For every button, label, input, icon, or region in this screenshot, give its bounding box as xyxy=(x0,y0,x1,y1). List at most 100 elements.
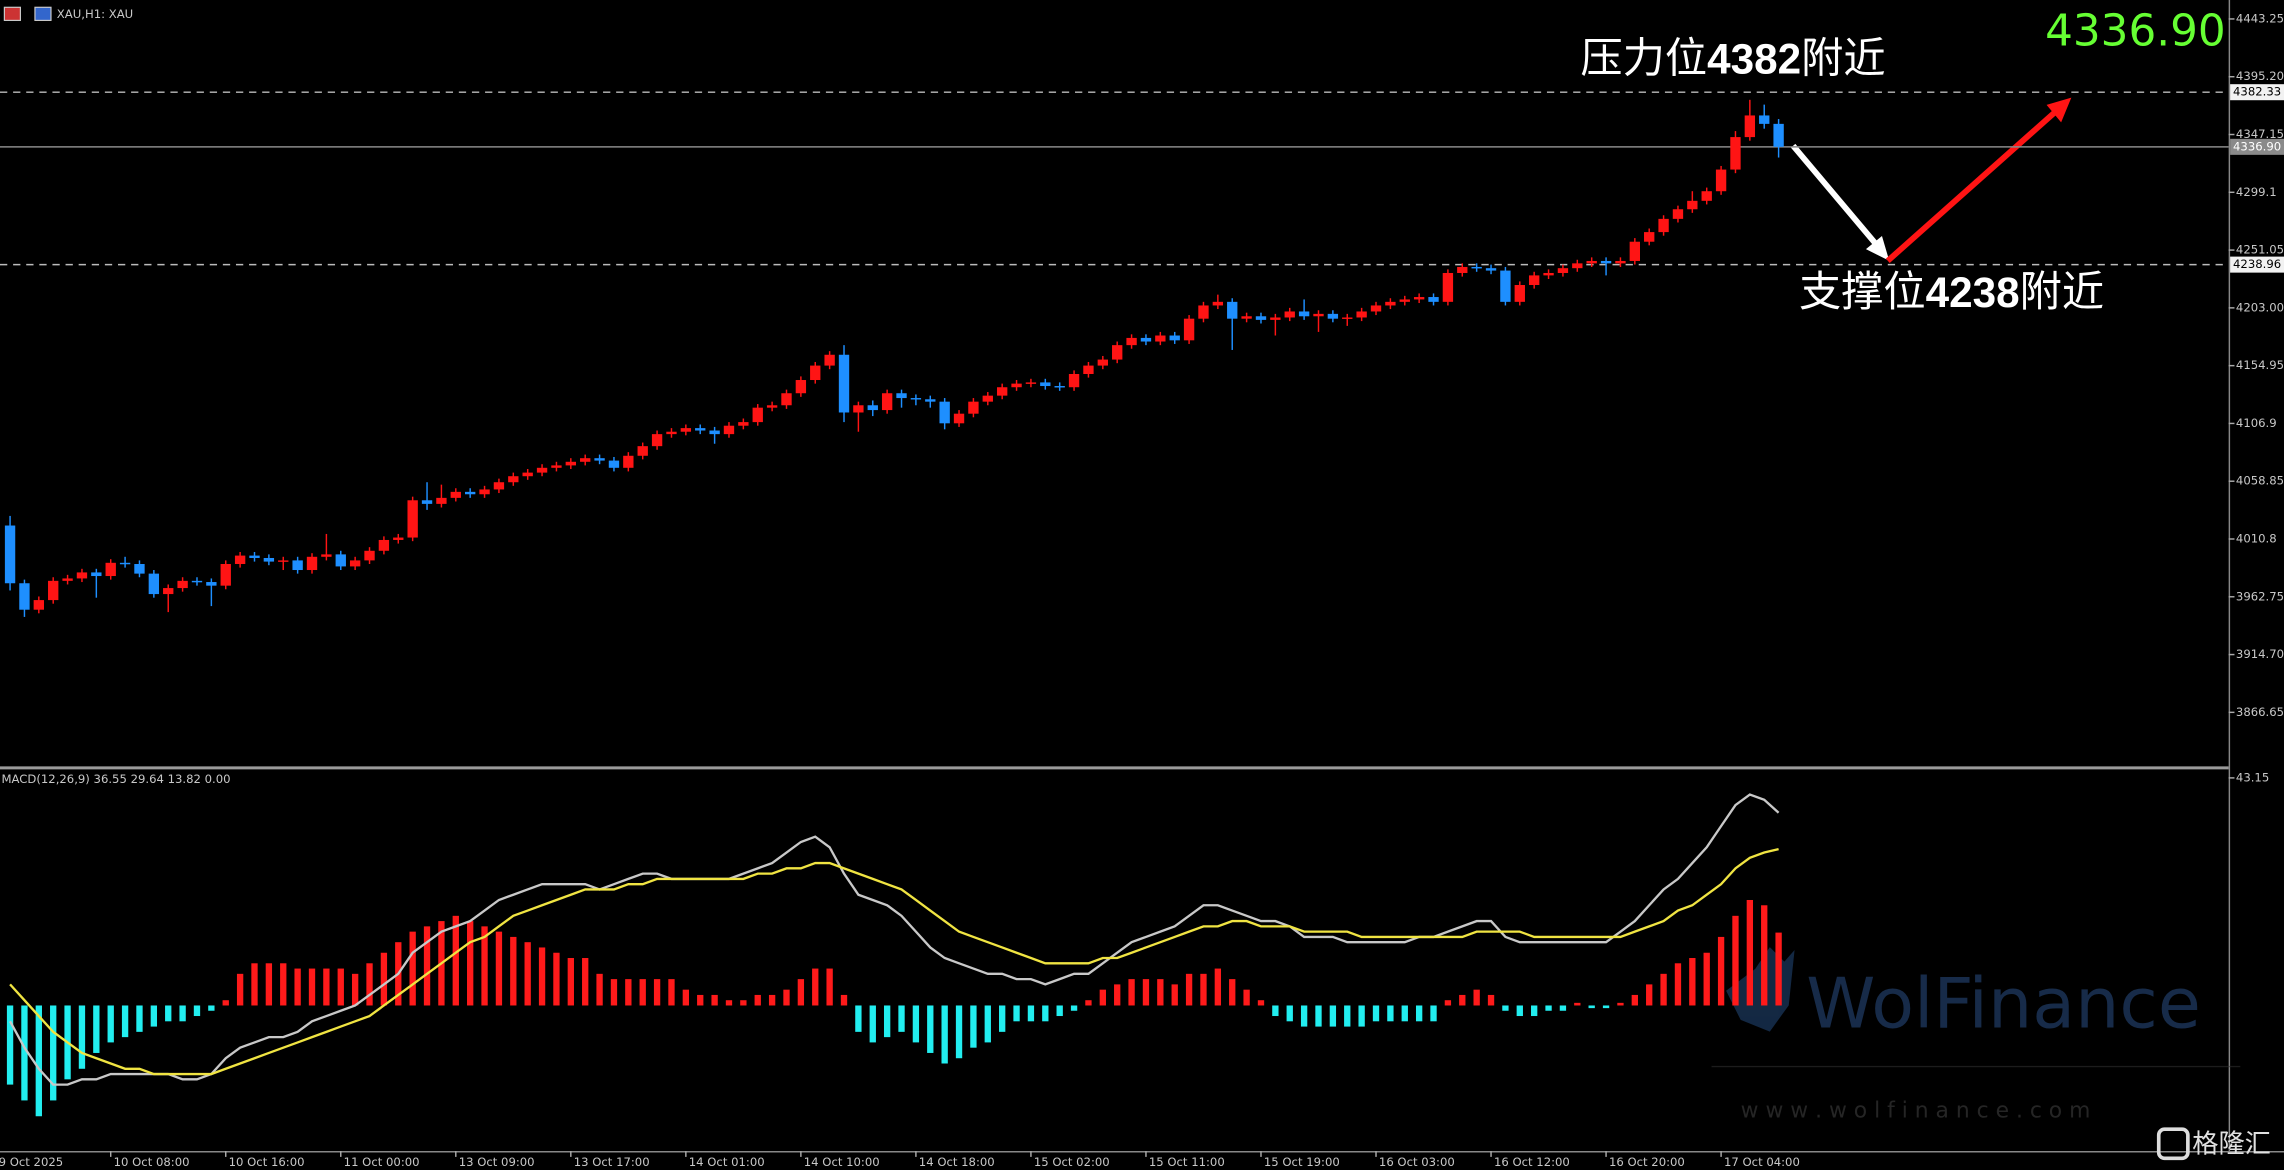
candle-body xyxy=(48,580,59,601)
histogram-bar xyxy=(999,1005,1006,1032)
histogram-bar xyxy=(927,1005,934,1053)
histogram-bar xyxy=(1430,1005,1437,1022)
histogram-bar xyxy=(984,1005,991,1043)
candle-body xyxy=(1557,268,1569,273)
y-tick-label: 4299.1 xyxy=(2236,185,2277,199)
candle-body xyxy=(565,461,576,466)
candle-body xyxy=(939,401,950,424)
histogram-bar xyxy=(323,968,330,1006)
histogram-bar xyxy=(1070,1005,1078,1011)
candle-body xyxy=(996,387,1008,396)
candle-body xyxy=(62,578,73,581)
candle-body xyxy=(1672,209,1684,219)
histogram-bar xyxy=(1200,973,1207,1006)
histogram-bar xyxy=(423,926,431,1006)
histogram-bar xyxy=(668,979,675,1006)
candle-body xyxy=(1155,335,1166,342)
x-tick-label: 14 Oct 10:00 xyxy=(804,1155,880,1169)
indicator-label: MACD(12,26,9) 36.55 29.64 13.82 0.00 xyxy=(1,772,230,786)
histogram-bar xyxy=(625,979,632,1006)
histogram-bar xyxy=(1775,932,1782,1006)
x-tick-label: 11 Oct 00:00 xyxy=(344,1155,420,1169)
candle-body xyxy=(1744,115,1756,138)
histogram-bar xyxy=(1243,989,1250,1006)
candle-body xyxy=(479,489,490,495)
histogram-bar xyxy=(481,926,488,1006)
candle-body xyxy=(968,401,979,414)
candle-body xyxy=(925,399,936,402)
price-level-box xyxy=(2230,84,2284,101)
candle-body xyxy=(1212,301,1224,306)
histogram-bar xyxy=(1516,1005,1523,1017)
price-level-label: 4238.96 xyxy=(2233,257,2281,271)
histogram-bar xyxy=(1631,994,1638,1006)
candle-body xyxy=(1773,123,1784,147)
candle-body xyxy=(1342,317,1353,319)
histogram-bar xyxy=(1171,984,1178,1006)
candle-body xyxy=(1629,241,1640,261)
candle-body xyxy=(1543,272,1554,276)
price-level-box xyxy=(2230,256,2284,273)
histogram-bar xyxy=(280,963,287,1006)
histogram-bar xyxy=(136,1005,143,1032)
icon xyxy=(34,6,52,21)
chart-title: XAU,H1: XAU xyxy=(57,7,133,21)
candle-body xyxy=(824,354,835,366)
candle-body xyxy=(1658,218,1669,233)
candle-body xyxy=(335,554,346,567)
histogram-bar xyxy=(596,973,603,1006)
candle-body xyxy=(464,491,476,495)
histogram-bar xyxy=(639,979,646,1006)
histogram-bar xyxy=(1646,984,1653,1006)
histogram-bar xyxy=(1257,1000,1265,1006)
histogram-bar xyxy=(1085,1000,1092,1006)
candle-body xyxy=(1227,301,1238,319)
histogram-bar xyxy=(1099,989,1106,1006)
candle-body xyxy=(436,497,447,504)
candle-body xyxy=(1270,317,1281,320)
histogram-bar xyxy=(121,1005,129,1038)
candle-body xyxy=(349,560,361,567)
histogram-bar xyxy=(467,921,474,1006)
candle-body xyxy=(1442,272,1454,302)
annotation: 支撑位4238附近 xyxy=(1799,268,2104,315)
candle-body xyxy=(364,550,375,561)
candle-body xyxy=(1356,311,1367,318)
histogram-bar xyxy=(1487,994,1495,1006)
histogram-bar xyxy=(308,968,316,1006)
candle-body xyxy=(738,422,749,426)
candle-body xyxy=(378,539,390,551)
arrowhead xyxy=(2046,97,2072,123)
candle-body xyxy=(853,405,864,413)
y-tick-label: 3962.75 xyxy=(2236,589,2284,603)
annotation-part: 4238 xyxy=(1926,269,2020,316)
x-tick-label: 14 Oct 18:00 xyxy=(919,1155,995,1169)
histogram-bar xyxy=(826,968,833,1006)
histogram-bar xyxy=(1444,1000,1452,1006)
histogram-bar xyxy=(1660,973,1667,1006)
annotation-part: 支撑位 xyxy=(1799,268,1926,315)
candle-body xyxy=(1399,299,1410,302)
candle-body xyxy=(1471,266,1482,269)
histogram-bar xyxy=(783,989,790,1006)
candle-body xyxy=(1730,137,1741,170)
y-tick-label: 3914.70 xyxy=(2236,647,2284,661)
logo: 格隆汇 xyxy=(2156,1127,2271,1161)
x-tick-label: 15 Oct 11:00 xyxy=(1149,1155,1225,1169)
candle-body xyxy=(177,580,188,589)
histogram-bar xyxy=(1042,1005,1049,1022)
histogram-bar xyxy=(1761,905,1768,1006)
y-tick-label: 3866.65 xyxy=(2236,705,2284,719)
candle-body xyxy=(536,467,548,473)
candle-body xyxy=(263,557,275,562)
histogram-bar xyxy=(265,963,273,1006)
candle-body xyxy=(766,405,778,408)
histogram-bar xyxy=(855,1005,862,1032)
candle-body xyxy=(608,460,620,468)
candle-body xyxy=(1054,386,1065,388)
candle-body xyxy=(1183,318,1195,341)
candle-body xyxy=(1715,169,1727,192)
y-tick-label: 4058.85 xyxy=(2236,474,2284,488)
candle-body xyxy=(1025,382,1037,384)
